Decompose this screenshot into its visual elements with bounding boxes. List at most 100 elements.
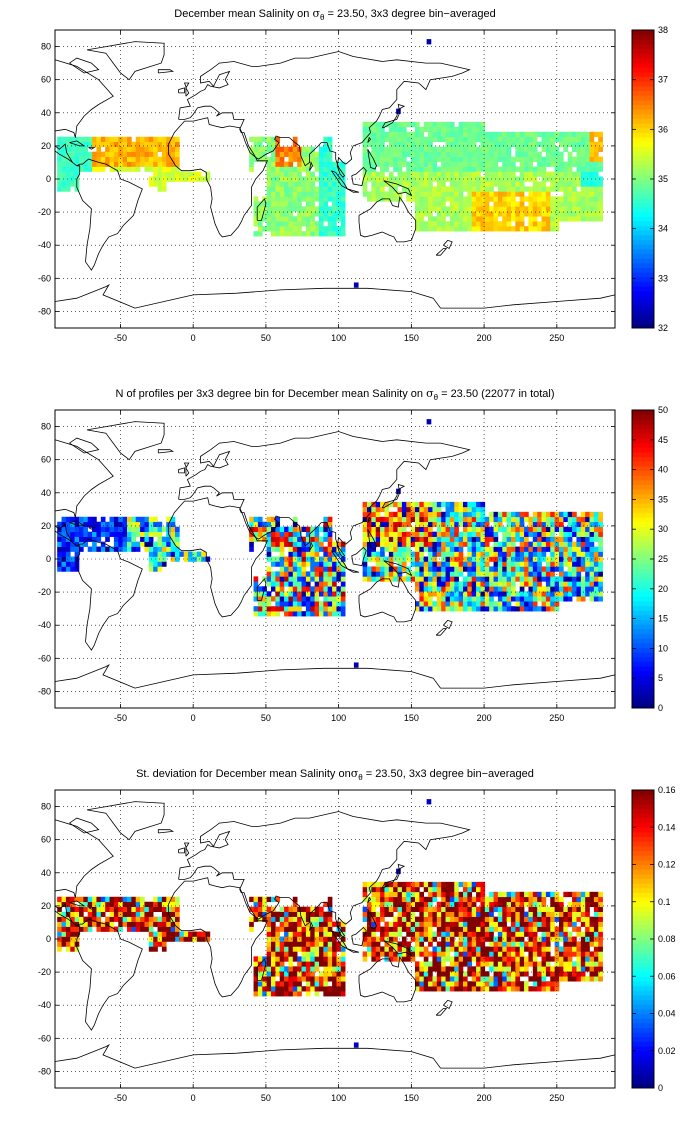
- data-bin: [524, 156, 529, 162]
- data-bin: [375, 561, 381, 567]
- data-bin: [515, 181, 521, 187]
- data-bin: [292, 926, 298, 932]
- data-bin: [545, 916, 551, 922]
- data-bin: [463, 581, 468, 587]
- data-bin: [585, 546, 590, 552]
- data-bin: [428, 146, 433, 152]
- data-bin: [292, 971, 298, 977]
- data-bin: [292, 191, 298, 197]
- data-bin: [292, 586, 298, 592]
- data-bin: [410, 121, 416, 128]
- coastlines: [54, 41, 616, 309]
- data-bin: [463, 521, 468, 528]
- x-tick-label: 0: [191, 333, 196, 343]
- data-bin: [271, 161, 276, 167]
- data-bin: [471, 176, 477, 182]
- data-bin: [428, 596, 433, 602]
- data-bin: [506, 191, 512, 197]
- data-bin: [419, 576, 425, 582]
- data-bin: [96, 921, 102, 927]
- data-bin: [284, 526, 289, 532]
- data-bin: [463, 171, 468, 177]
- data-bin: [127, 156, 132, 162]
- data-bin: [524, 981, 529, 987]
- data-bin: [449, 901, 455, 908]
- data-bin: [292, 151, 298, 157]
- data-bin: [161, 151, 167, 157]
- data-bin: [127, 136, 132, 143]
- data-bin: [375, 136, 381, 143]
- colorbar-step: [632, 123, 654, 129]
- data-bin: [327, 926, 333, 932]
- data-bin: [310, 601, 315, 607]
- data-bin: [393, 526, 398, 532]
- data-bin: [135, 151, 141, 157]
- data-bin: [253, 971, 259, 977]
- data-bin: [319, 181, 324, 187]
- data-bin: [537, 546, 542, 552]
- data-bin: [253, 516, 259, 523]
- data-bin: [109, 151, 115, 157]
- data-bin: [445, 941, 451, 947]
- data-bin: [410, 141, 416, 148]
- data-bin: [253, 961, 259, 967]
- data-bin: [449, 586, 455, 592]
- data-bin: [279, 206, 285, 212]
- data-bin: [74, 536, 80, 542]
- data-bin: [401, 141, 407, 148]
- data-bin: [266, 551, 272, 557]
- data-bin: [497, 936, 503, 942]
- data-bin: [432, 586, 438, 592]
- data-bin: [301, 906, 307, 912]
- data-bin: [454, 896, 459, 903]
- data-bin: [436, 591, 442, 597]
- data-bin: [550, 591, 555, 597]
- data-bin: [445, 156, 451, 162]
- data-bin: [310, 546, 315, 552]
- data-bin: [428, 176, 433, 182]
- data-bin: [476, 516, 481, 523]
- colorbar-step: [632, 244, 654, 250]
- data-bin: [515, 896, 521, 903]
- data-bin: [550, 216, 555, 222]
- data-bin: [397, 881, 403, 888]
- data-bin: [288, 956, 294, 962]
- data-bin: [323, 531, 329, 537]
- data-bin: [367, 566, 372, 572]
- data-bin: [271, 206, 276, 212]
- data-bin: [380, 536, 385, 542]
- data-bin: [393, 541, 398, 547]
- data-bin: [292, 541, 298, 547]
- data-bin: [415, 221, 420, 227]
- data-bin: [502, 226, 507, 232]
- data-bin: [502, 141, 507, 148]
- data-bin: [541, 546, 547, 552]
- data-bin: [519, 141, 525, 148]
- data-bin: [257, 216, 263, 222]
- data-bin: [511, 906, 516, 912]
- data-bin: [406, 926, 411, 932]
- data-bin: [493, 966, 499, 972]
- data-bin: [528, 601, 534, 607]
- data-bin: [388, 891, 394, 898]
- data-bin: [410, 136, 416, 143]
- colorbar-step: [632, 652, 654, 658]
- data-bin: [61, 561, 67, 567]
- data-bin: [593, 531, 599, 537]
- data-bin: [65, 516, 71, 523]
- data-bin: [70, 156, 75, 162]
- data-bin: [506, 131, 512, 138]
- data-bin: [161, 946, 167, 952]
- colorbar-step: [632, 39, 654, 45]
- colorbar-step: [632, 661, 654, 667]
- data-bin: [70, 176, 75, 182]
- data-bin: [332, 211, 337, 217]
- data-bin: [489, 141, 494, 148]
- data-bin: [406, 921, 411, 927]
- data-bin: [65, 556, 71, 562]
- data-bin: [105, 916, 110, 922]
- colorbar-tick-label: 5: [658, 673, 663, 683]
- data-bin: [580, 596, 586, 602]
- data-bin: [458, 531, 464, 537]
- data-bin: [419, 896, 425, 903]
